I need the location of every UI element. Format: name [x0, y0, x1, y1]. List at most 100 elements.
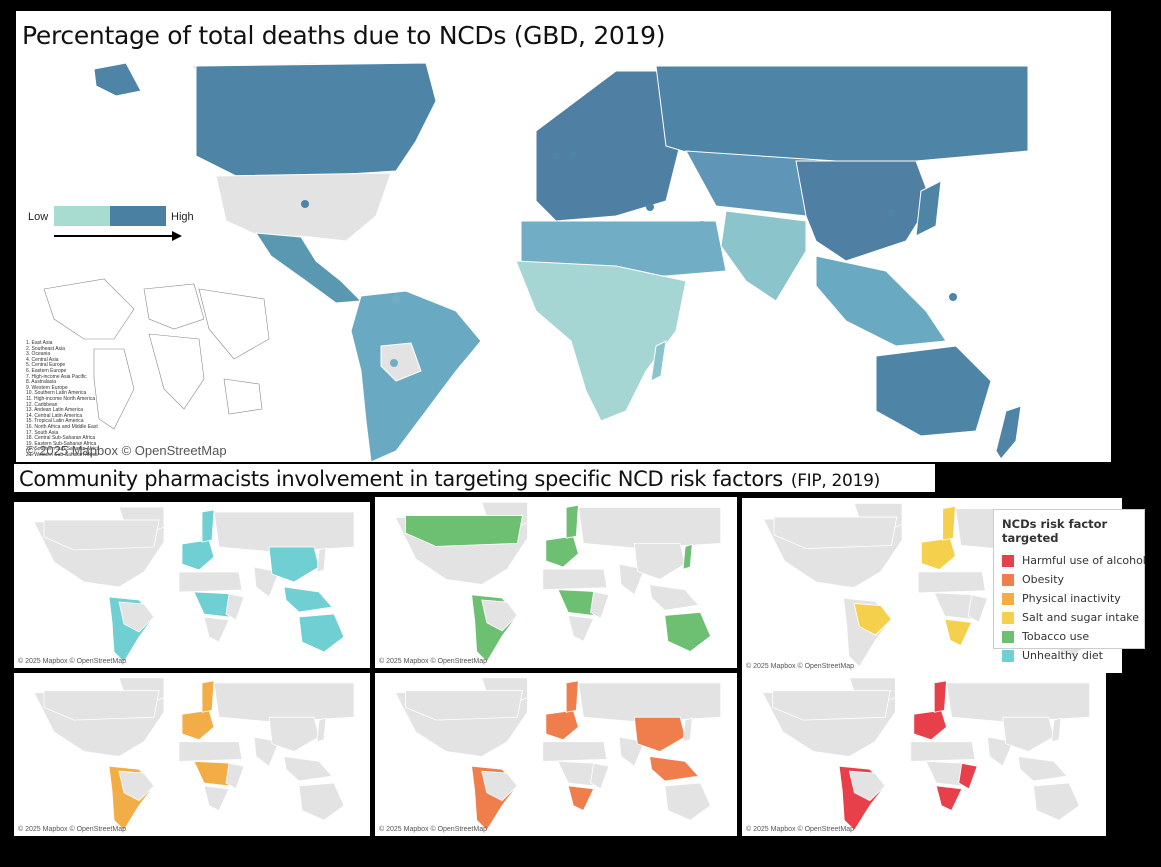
- region-western-europe: [181, 709, 215, 741]
- region-australia: [1032, 782, 1080, 821]
- region-southern-africa: [203, 616, 230, 643]
- region-key-item: 20. Southern Sub-Saharan Africa: [26, 446, 100, 453]
- risk-map-svg: [394, 677, 722, 831]
- subtitle-source: (FIP, 2019): [790, 471, 880, 491]
- legend-swatch-icon: [1002, 649, 1014, 662]
- region-north-africa: [910, 741, 976, 762]
- region-japan: [316, 717, 327, 743]
- legend-item[interactable]: Tobacco use: [1002, 627, 1136, 646]
- risk-map-unhealthy-diet[interactable]: © 2025 Mapbox © OpenStreetMap: [14, 502, 370, 668]
- small-map-copyright: © 2025 Mapbox © OpenStreetMap: [746, 663, 854, 670]
- region-japan: [1051, 717, 1062, 743]
- risk-map-physical-inactivity[interactable]: © 2025 Mapbox © OpenStreetMap: [14, 673, 370, 836]
- region-north-africa: [542, 741, 608, 762]
- risk-factor-legend: NCDs risk factor targeted Harmful use of…: [993, 509, 1146, 662]
- legend-item-label: Obesity: [1022, 573, 1065, 586]
- region-north-africa: [178, 571, 243, 593]
- region-southern-africa: [944, 618, 973, 647]
- region-western-europe: [545, 535, 579, 568]
- region-australia: [298, 613, 345, 653]
- region-key-item: 8. Australasia: [26, 379, 57, 386]
- region-north-africa: [917, 571, 986, 594]
- small-map-copyright: © 2025 Mapbox © OpenStreetMap: [18, 826, 126, 833]
- region-australia: [664, 611, 712, 652]
- region-china: [633, 716, 686, 752]
- risk-factors-subtitle: Community pharmacists involvement in tar…: [19, 467, 880, 491]
- region-scandinavia: [565, 680, 579, 713]
- region-brazil: [481, 599, 518, 632]
- south-asia-shape: [720, 210, 807, 302]
- legend-swatch-icon: [1002, 592, 1014, 605]
- legend-item-label: Unhealthy diet: [1022, 649, 1103, 662]
- region-north-africa: [542, 568, 608, 591]
- region-china: [268, 716, 320, 752]
- risk-map-obesity[interactable]: © 2025 Mapbox © OpenStreetMap: [375, 673, 737, 836]
- region-east-africa: [225, 762, 245, 790]
- china-shape: [795, 160, 932, 262]
- region-key-item: 7. High-income Asia Pacific: [26, 373, 87, 380]
- risk-map-svg: [394, 501, 722, 663]
- region-scandinavia: [201, 509, 215, 543]
- legend-item-label: Harmful use of alcohol: [1022, 554, 1146, 567]
- legend-arrow-head: [172, 231, 182, 241]
- region-dot: [887, 209, 895, 217]
- region-key-item: 6. Eastern Europe: [26, 367, 67, 374]
- region-russia: [213, 682, 355, 723]
- region-western-europe: [181, 539, 215, 571]
- risk-map-svg: [761, 677, 1091, 831]
- legend-swatch-icon: [1002, 611, 1014, 624]
- region-key-item: 12. Caribbean: [26, 401, 58, 408]
- region-brazil: [118, 770, 155, 802]
- region-western-europe: [545, 709, 579, 741]
- risk-map-tobacco-use[interactable]: © 2025 Mapbox © OpenStreetMap: [375, 497, 737, 668]
- south-america-shape: [350, 290, 482, 462]
- small-map-copyright: © 2025 Mapbox © OpenStreetMap: [18, 658, 126, 665]
- ncd-deaths-map-panel: Percentage of total deaths due to NCDs (…: [16, 11, 1111, 462]
- region-brazil: [848, 770, 886, 802]
- region-key-list: 1. East Asia 2. Southeast Asia 3. Oceania 4…: [26, 340, 100, 458]
- subsaharan-africa-shape: [515, 260, 687, 422]
- southeast-asia-shape: [815, 255, 947, 347]
- legend-item[interactable]: Unhealthy diet: [1002, 646, 1136, 665]
- region-western-europe: [913, 709, 947, 741]
- legend-item[interactable]: Salt and sugar intake: [1002, 608, 1140, 627]
- region-dot: [569, 151, 577, 159]
- risk-map-alcohol[interactable]: © 2025 Mapbox © OpenStreetMap: [742, 673, 1106, 836]
- region-russia: [577, 682, 722, 723]
- subtitle-bar: Community pharmacists involvement in tar…: [14, 464, 935, 492]
- region-central-africa: [557, 760, 600, 787]
- small-map-copyright: © 2025 Mapbox © OpenStreetMap: [379, 826, 487, 833]
- region-southern-africa: [567, 614, 595, 642]
- region-key-item: 4. Central Asia: [26, 356, 59, 363]
- region-japan: [682, 543, 693, 570]
- legend-item-label: Physical inactivity: [1022, 592, 1121, 605]
- region-scandinavia: [201, 680, 215, 713]
- region-key-item: 9. Western Europe: [26, 384, 68, 391]
- region-russia: [213, 511, 355, 553]
- region-east-africa: [590, 591, 610, 620]
- bolivia-shape: [380, 342, 422, 382]
- region-dot: [619, 318, 627, 326]
- region-east-africa: [590, 762, 610, 790]
- legend-swatch-icon: [1002, 573, 1014, 586]
- region-key-item: 15. Tropical Latin America: [26, 418, 84, 425]
- region-southeast-asia: [1017, 756, 1068, 782]
- region-scandinavia: [933, 680, 947, 713]
- region-japan: [316, 547, 327, 573]
- region-canada: [772, 690, 891, 721]
- region-key-item: 16. North Africa and Middle East: [26, 423, 98, 430]
- region-key-item: 1. East Asia: [26, 340, 53, 346]
- legend-item[interactable]: Harmful use of alcohol: [1002, 551, 1146, 570]
- legend-item-label: Salt and sugar intake: [1022, 611, 1140, 624]
- legend-item[interactable]: Physical inactivity: [1002, 589, 1136, 608]
- region-central-africa: [193, 591, 235, 618]
- region-southern-africa: [567, 785, 595, 812]
- region-china: [268, 546, 320, 583]
- region-dot: [646, 328, 654, 336]
- small-map-copyright: © 2025 Mapbox © OpenStreetMap: [746, 826, 854, 833]
- canada-shape: [195, 62, 437, 177]
- region-brazil: [118, 601, 155, 633]
- region-scandinavia: [942, 505, 956, 541]
- region-australia: [298, 782, 345, 821]
- legend-item[interactable]: Obesity: [1002, 570, 1136, 589]
